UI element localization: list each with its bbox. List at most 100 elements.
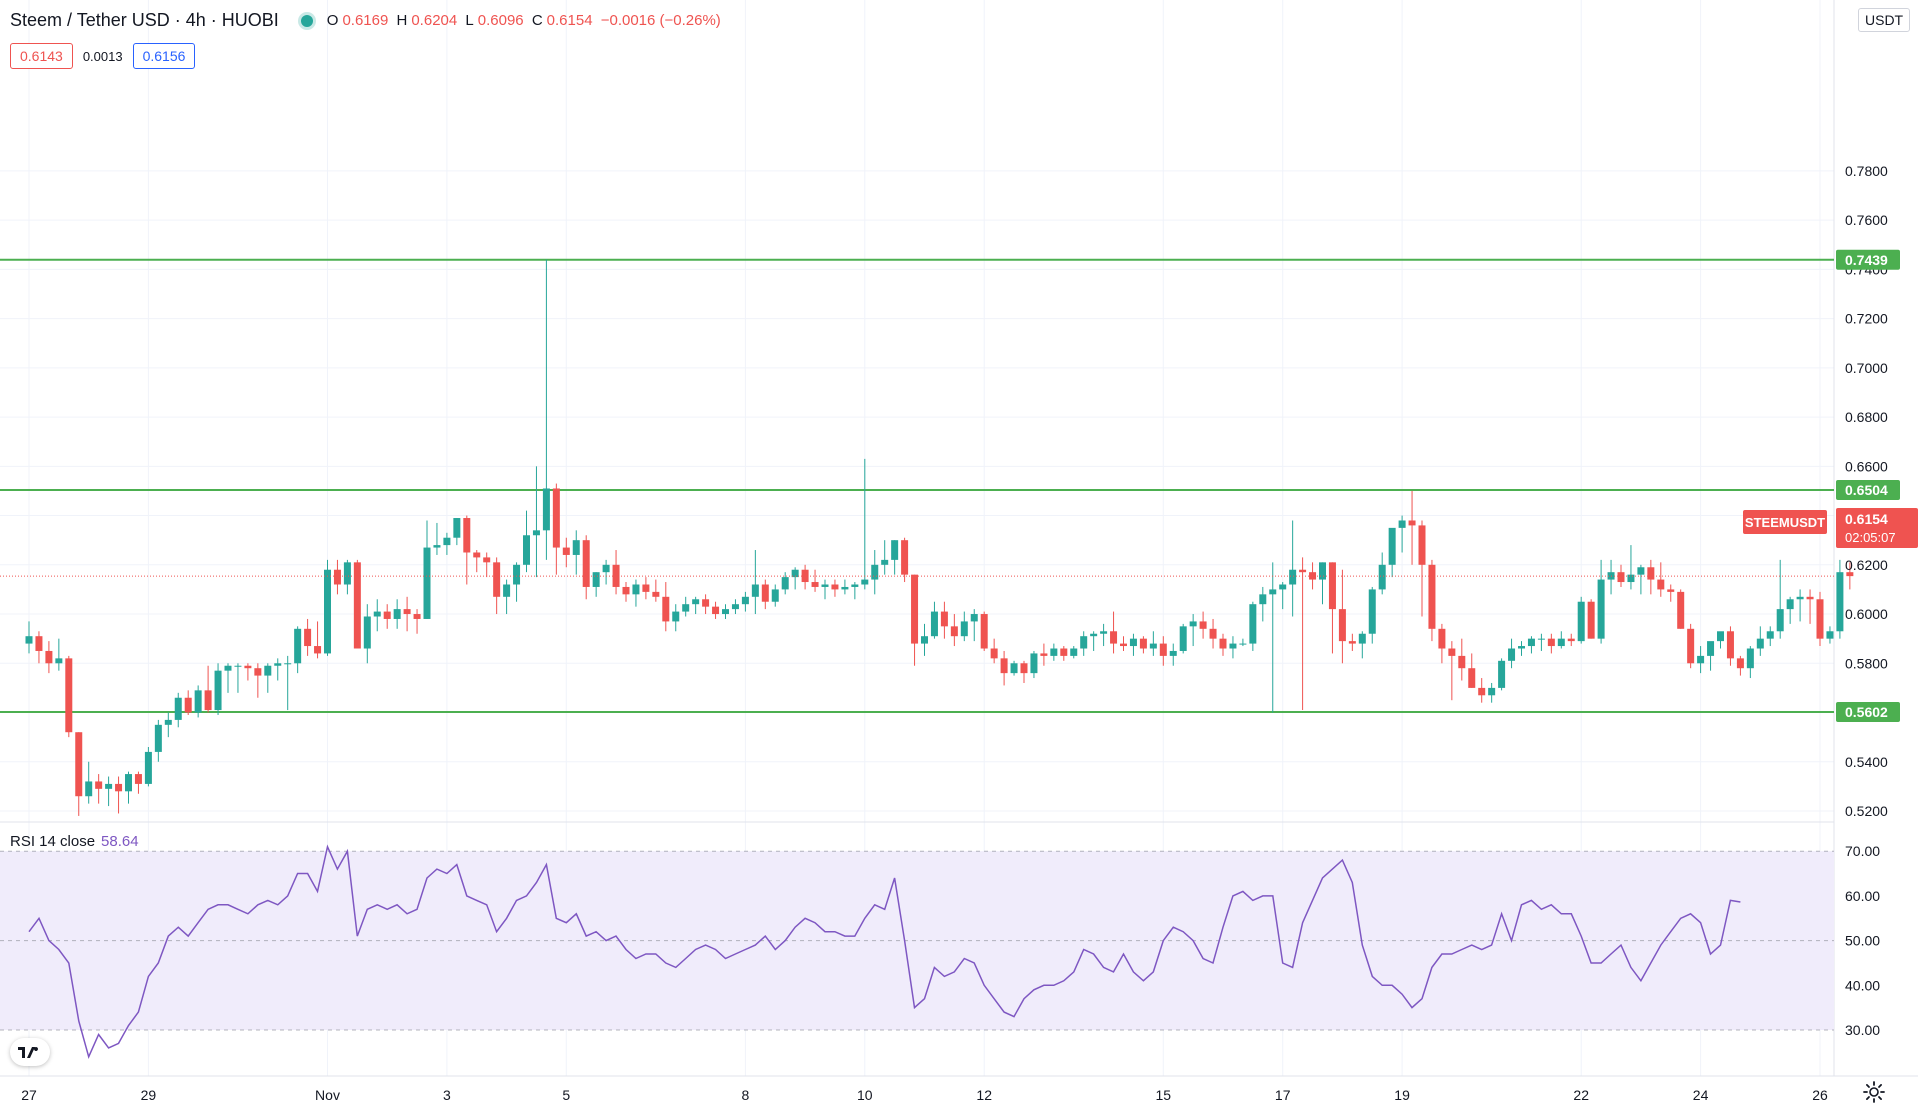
candle-body: [35, 636, 43, 651]
candle-body: [443, 537, 451, 546]
tradingview-logo-icon[interactable]: [10, 1038, 50, 1066]
high-value: 0.6204: [411, 12, 458, 29]
candle-body: [1498, 660, 1506, 688]
buy-price-button[interactable]: 0.6156: [132, 43, 196, 69]
sell-price-button[interactable]: 0.6143: [10, 43, 73, 69]
candle-body: [184, 697, 192, 713]
change-value: −0.0016 (−0.26%): [600, 12, 721, 29]
rsi-value: 58.64: [101, 833, 139, 850]
price-tick-label: 0.5800: [1845, 655, 1888, 671]
candle-body: [1020, 663, 1028, 674]
candle-body: [1189, 621, 1197, 627]
rsi-tick-label: 60.00: [1845, 888, 1880, 904]
candle-body: [115, 783, 123, 792]
candle-body: [85, 781, 93, 797]
low-value: 0.6096: [477, 12, 524, 29]
candle-body: [383, 611, 391, 619]
candle-body: [95, 781, 103, 789]
candle-body: [1657, 579, 1665, 590]
candle-body: [622, 586, 630, 595]
candle-body: [513, 564, 521, 585]
candle-body: [244, 665, 252, 669]
candle-body: [940, 611, 948, 627]
candle-body: [274, 663, 282, 666]
candle-body: [632, 584, 640, 595]
candle-body: [473, 552, 481, 558]
candle-body: [722, 609, 729, 615]
candle-body: [841, 586, 849, 590]
candle-body: [881, 559, 889, 565]
candle-body: [1249, 604, 1257, 644]
candle-body: [1368, 589, 1376, 634]
candle-body: [1169, 650, 1177, 656]
rsi-tick-label: 30.00: [1845, 1022, 1880, 1038]
candle-body: [194, 690, 202, 713]
candlestick-series: [25, 259, 1854, 816]
candle-body: [1846, 572, 1854, 577]
time-tick-label: Nov: [315, 1087, 340, 1103]
candle-body: [1269, 589, 1277, 595]
candle-body: [1289, 569, 1297, 585]
candle-body: [1836, 572, 1844, 632]
candle-body: [204, 690, 212, 711]
candle-body: [662, 596, 670, 622]
candle-body: [1577, 601, 1585, 642]
candle-body: [831, 584, 839, 590]
market-status-icon[interactable]: [300, 14, 313, 27]
symbol-legend[interactable]: Steem / Tether USD · 4h · HUOBI O 0.6169 …: [10, 10, 725, 31]
candle-body: [433, 545, 441, 548]
axis-price-labels: 0.7439 0.6504 0.5602: [1836, 249, 1900, 723]
candle-body: [1567, 638, 1575, 642]
currency-button[interactable]: USDT: [1858, 8, 1911, 32]
time-tick-label: 5: [562, 1087, 570, 1103]
candle-body: [1796, 596, 1804, 600]
candle-body: [1557, 638, 1565, 647]
candle-body: [1129, 638, 1137, 647]
candle-body: [105, 783, 113, 789]
candle-body: [911, 574, 919, 644]
candle-body: [1209, 628, 1217, 639]
candle-body: [851, 584, 859, 587]
rsi-legend[interactable]: RSI 14 close 58.64: [10, 833, 139, 850]
time-tick-label: 27: [21, 1087, 37, 1103]
time-tick-label: 17: [1275, 1087, 1291, 1103]
symbol-tag: STEEMUSDT: [1745, 515, 1825, 530]
level-tag: 0.7439: [1845, 252, 1888, 268]
candle-body: [284, 663, 292, 665]
time-tick-label: 3: [443, 1087, 451, 1103]
price-tick-label: 0.7000: [1845, 360, 1888, 376]
candle-body: [1279, 584, 1287, 590]
candle-body: [861, 579, 869, 585]
candle-body: [1030, 653, 1038, 674]
level-tag-bg: [1836, 702, 1900, 723]
ohlc-values: O 0.6169 H 0.6204 L 0.6096 C 0.6154 −0.0016 …: [326, 12, 721, 29]
candle-body: [980, 614, 988, 649]
candle-body: [1806, 596, 1814, 600]
rsi-tick-label: 50.00: [1845, 933, 1880, 949]
candle-body: [1348, 641, 1356, 644]
time-axis[interactable]: 27 29 Nov 3 5 8 10 12 15 17 19 22 24 26: [21, 1087, 1828, 1103]
horizontal-level-lines[interactable]: [0, 258, 1834, 714]
candle-body: [1000, 658, 1008, 674]
candle-body: [592, 572, 600, 587]
rsi-tick-label: 40.00: [1845, 977, 1880, 993]
candle-body: [1478, 687, 1486, 696]
candle-body: [1547, 638, 1555, 647]
price-axis[interactable]: 0.52000.54000.56000.58000.60000.62000.64…: [1845, 163, 1888, 1038]
time-tick-label: 8: [742, 1087, 750, 1103]
candle-body: [1667, 589, 1675, 592]
candle-body: [1537, 638, 1545, 640]
candle-body: [1040, 653, 1048, 656]
candle-body: [423, 547, 431, 619]
candle-body: [304, 628, 312, 647]
candle-body: [503, 584, 511, 597]
gear-icon[interactable]: [1862, 1080, 1886, 1104]
candle-body: [761, 584, 769, 602]
candle-body: [493, 562, 501, 597]
candle-body: [1120, 643, 1127, 647]
close-value: 0.6154: [546, 12, 593, 29]
symbol-title[interactable]: Steem / Tether USD · 4h · HUOBI: [10, 10, 279, 30]
rsi-title[interactable]: RSI 14 close: [10, 833, 96, 850]
candle-body: [463, 518, 471, 553]
